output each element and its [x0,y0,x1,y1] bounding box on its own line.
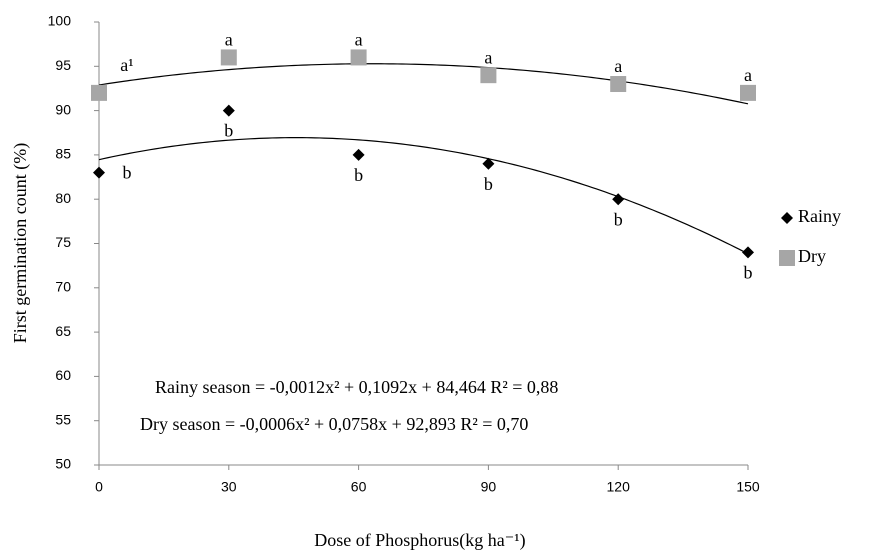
legend-marker [781,212,793,224]
point [480,67,497,84]
equation: Rainy season = -0,0012x² + 0,1092x + 84,… [155,377,558,397]
point [350,49,367,66]
x-tick-label: 150 [736,479,760,495]
y-tick-label: 100 [48,13,72,29]
legend-marker [779,250,795,266]
point-letter: b [484,174,493,194]
point-letter: b [224,121,233,141]
x-tick-label: 30 [221,479,237,495]
trend-line [98,137,749,255]
point [220,49,237,66]
y-tick-label: 75 [55,234,71,250]
y-tick-label: 55 [55,411,71,427]
point [222,104,235,117]
x-tick-label: 0 [95,479,103,495]
y-tick-label: 50 [55,456,71,472]
trend-line [98,63,749,105]
point-letter: b [614,209,623,229]
point-letter: a [225,30,233,50]
y-tick-label: 95 [55,57,71,73]
point-letter: b [744,262,753,282]
equation: Dry season = -0,0006x² + 0,0758x + 92,89… [140,414,528,434]
x-tick-label: 60 [351,479,367,495]
legend-label: Rainy [798,206,841,226]
point-letter: a [614,56,622,76]
point-letter: a [484,47,492,67]
x-axis-label: Dose of Phosphorus(kg ha⁻¹) [314,530,525,551]
point [91,84,107,101]
point-letter: b [123,163,132,183]
point [482,157,495,170]
y-axis-label: First germination count (%) [10,143,31,343]
y-tick-label: 60 [55,367,71,383]
legend-label: Dry [798,246,826,266]
point [352,148,365,161]
y-tick-label: 90 [55,101,71,117]
point [612,193,625,206]
y-tick-label: 80 [55,190,71,206]
y-tick-label: 85 [55,146,71,162]
point [740,84,756,101]
x-tick-label: 90 [481,479,497,495]
point [742,246,754,259]
point [93,166,105,179]
x-tick-label: 120 [607,479,631,495]
point [610,76,627,93]
point-letter: a [744,65,752,85]
y-tick-label: 65 [55,323,71,339]
point-letter: a¹ [120,55,133,75]
y-tick-label: 70 [55,279,71,295]
point-letter: a [355,30,363,50]
point-letter: b [354,165,363,185]
